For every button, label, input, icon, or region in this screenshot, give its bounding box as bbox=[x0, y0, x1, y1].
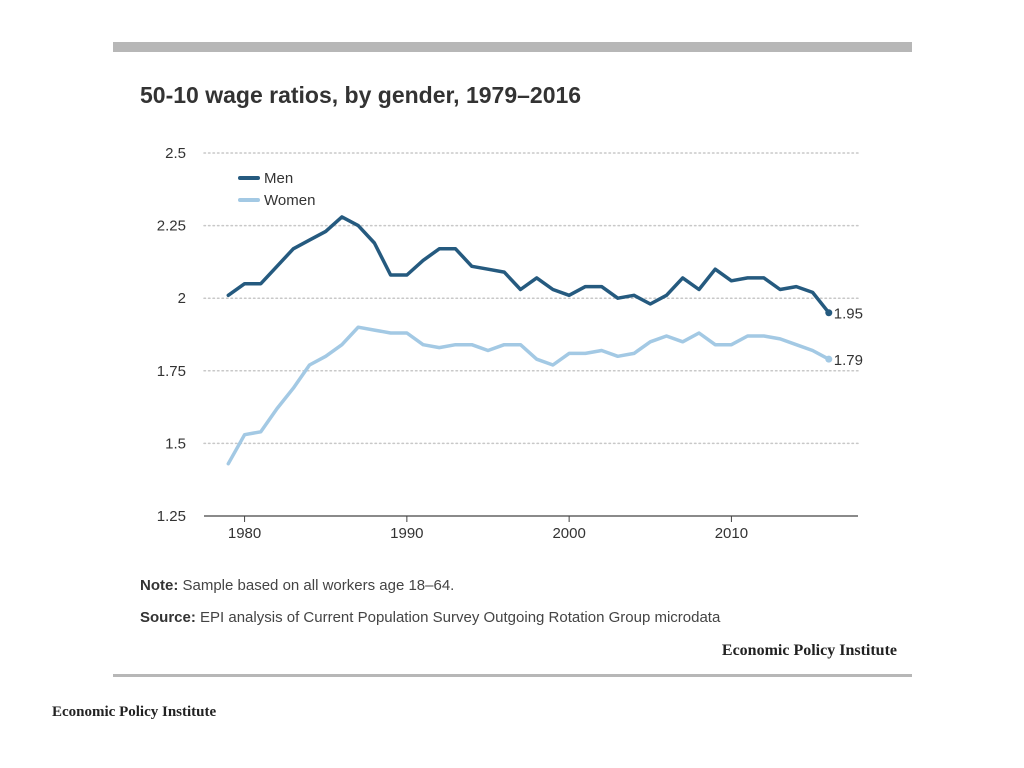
brand-logo-page: Economic Policy Institute bbox=[52, 704, 217, 720]
chart-title: 50-10 wage ratios, by gender, 1979–2016 bbox=[140, 82, 582, 108]
y-tick-label: 2.5 bbox=[165, 145, 186, 162]
x-tick-label: 2010 bbox=[715, 525, 748, 542]
y-tick-label: 1.25 bbox=[157, 508, 186, 525]
y-tick-label: 2.25 bbox=[157, 218, 186, 235]
legend-label-men: Men bbox=[264, 170, 293, 187]
chart-note: Note: Sample based on all workers age 18… bbox=[140, 577, 454, 594]
source-label: Source: bbox=[140, 609, 196, 626]
x-tick-label: 1980 bbox=[228, 525, 261, 542]
top-rule bbox=[113, 42, 912, 52]
source-text: EPI analysis of Current Population Surve… bbox=[200, 609, 721, 626]
series-line-men bbox=[226, 215, 831, 315]
end-point-men bbox=[825, 309, 833, 317]
legend-label-women: Women bbox=[264, 192, 315, 209]
note-label: Note: bbox=[140, 577, 179, 594]
end-value-label-women: 1.79 bbox=[834, 352, 863, 369]
series-line-women bbox=[226, 325, 831, 466]
y-tick-label: 1.5 bbox=[165, 435, 186, 452]
y-tick-label: 2 bbox=[178, 290, 186, 307]
chart-source: Source: EPI analysis of Current Populati… bbox=[140, 609, 720, 626]
bottom-rule bbox=[113, 674, 912, 677]
note-text: Sample based on all workers age 18–64. bbox=[182, 577, 455, 594]
end-point-women bbox=[825, 355, 833, 363]
x-tick-label: 1990 bbox=[390, 525, 423, 542]
end-value-label-men: 1.95 bbox=[834, 306, 863, 323]
y-tick-label: 1.75 bbox=[157, 363, 186, 380]
x-tick-label: 2000 bbox=[552, 525, 585, 542]
brand-logo-chart: Economic Policy Institute bbox=[721, 642, 897, 659]
